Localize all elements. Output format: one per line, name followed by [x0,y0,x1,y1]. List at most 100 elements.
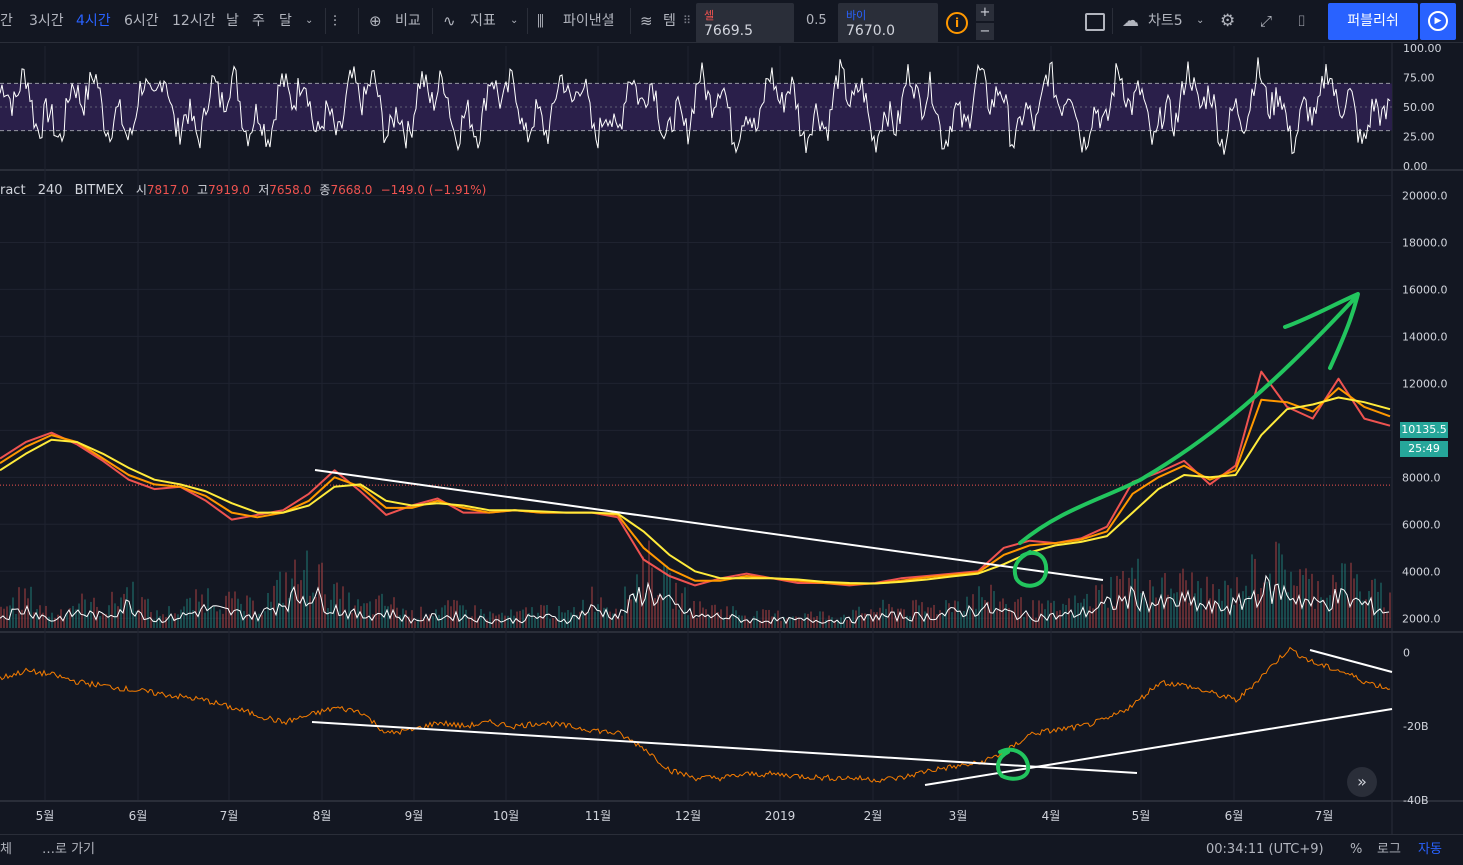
volume-bar [396,607,398,628]
financials-button[interactable]: 파이낸셜 [563,13,615,29]
volume-bar [1386,612,1388,628]
volume-bar [492,613,494,628]
volume-bar [72,605,74,628]
interval-partial[interactable]: 간 [0,13,13,29]
percent-toggle[interactable]: % [1350,842,1363,857]
volume-bar [324,594,326,628]
quantity-plus-button[interactable]: + [976,4,994,21]
volume-bar [270,601,272,628]
volume-bar [1047,600,1049,628]
buy-price: 7670.0 [846,23,895,39]
volume-bar [1353,578,1355,628]
volume-bar [594,611,596,628]
goto-date-button[interactable]: …로 가기 [42,842,96,857]
auto-toggle[interactable]: 자동 [1418,842,1442,857]
interval-3h[interactable]: 3시간 [29,13,64,29]
interval-12h[interactable]: 12시간 [172,13,216,29]
volume-bar [1161,577,1163,628]
sell-button[interactable]: 셀 7669.5 [696,3,794,43]
indicators-icon[interactable]: ∿ [443,12,456,30]
volume-bar [1086,593,1088,628]
interval-4h[interactable]: 4시간 [76,13,111,29]
volume-bar [3,608,5,628]
cloud-icon[interactable]: ☁ [1122,11,1139,31]
log-toggle[interactable]: 로그 [1377,842,1401,857]
buy-button[interactable]: 바이 7670.0 [838,3,938,43]
volume-bar [744,615,746,628]
interval-week[interactable]: 주 [252,13,265,29]
volume-bar [435,609,437,628]
chevron-down-icon[interactable]: ⌄ [510,15,519,26]
interval-month[interactable]: 달 [279,13,292,29]
camera-icon[interactable]: ⌷ [1297,12,1307,30]
volume-bar [1125,599,1127,628]
volume-bar [132,581,134,628]
volume-bar [378,595,380,628]
symbol-name[interactable]: ract [0,183,26,198]
volume-bar [66,612,68,628]
drag-handle-icon[interactable]: ⠿ [683,14,692,27]
x-tick-label: 8월 [313,809,332,823]
publish-button[interactable]: 퍼블리쉬 [1328,3,1418,40]
volume-bar [489,611,491,628]
quantity-minus-button[interactable]: − [976,23,994,40]
info-icon[interactable]: i [946,12,968,34]
volume-bar [450,606,452,628]
volume-bar [237,598,239,628]
x-tick-label: 4월 [1042,809,1061,823]
x-tick-label: 5월 [1132,809,1151,823]
volume-bar [441,607,443,628]
volume-bar [1254,558,1256,628]
indicators-button[interactable]: 지표 [470,13,496,29]
volume-bar [480,608,482,628]
volume-bar [102,614,104,628]
volume-bar [225,595,227,628]
volume-bar [1032,600,1034,628]
volume-bar [255,617,257,628]
volume-bar [1038,600,1040,628]
volume-bar [111,591,113,628]
volume-bar [141,597,143,628]
volume-bar [558,605,560,628]
volume-bar [1164,573,1166,628]
volume-bar [1065,604,1067,628]
clock-timezone[interactable]: 00:34:11 (UTC+9) [1206,842,1324,857]
gear-icon[interactable]: ⚙ [1220,11,1236,31]
compare-plus-icon[interactable]: ⊕ [369,12,382,30]
volume-bar [372,614,374,628]
scroll-to-realtime-button[interactable]: » [1347,767,1377,797]
template-button[interactable]: 템 [663,13,676,29]
volume-bar [657,595,659,628]
volume-bar [975,608,977,628]
interval-day[interactable]: 날 [226,13,239,29]
replay-button[interactable]: ▶ [1420,3,1456,40]
volume-bar [1041,603,1043,628]
interval-6h[interactable]: 6시간 [124,13,159,29]
volume-bar [39,605,41,628]
range-partial[interactable]: 체 [0,842,12,857]
fullscreen-box-icon[interactable] [1085,13,1105,31]
volume-bar [6,606,8,628]
layout-name[interactable]: 차트5 [1148,13,1183,29]
volume-bar [774,613,776,628]
chevron-down-icon[interactable]: ⌄ [305,15,314,26]
chevron-down-icon[interactable]: ⌄ [1196,15,1205,26]
financials-icon[interactable]: ⫼ [537,12,544,30]
volume-bar [1089,606,1091,628]
compare-button[interactable]: 비교 [395,13,421,29]
template-icon[interactable]: ≋ [640,12,653,30]
volume-bar [300,580,302,628]
volume-bar [399,615,401,628]
volume-bar [243,611,245,628]
volume-bar [705,609,707,628]
volume-bar [123,593,125,628]
volume-bar [294,559,296,628]
expand-icon[interactable]: ⤢ [1260,12,1273,30]
x-tick-label: 9월 [405,809,424,823]
volume-bar [42,612,44,628]
volume-bar [672,608,674,628]
volume-bar [375,599,377,628]
volume-bar [1155,597,1157,628]
candlestick-icon[interactable]: ⫶ [333,12,337,30]
